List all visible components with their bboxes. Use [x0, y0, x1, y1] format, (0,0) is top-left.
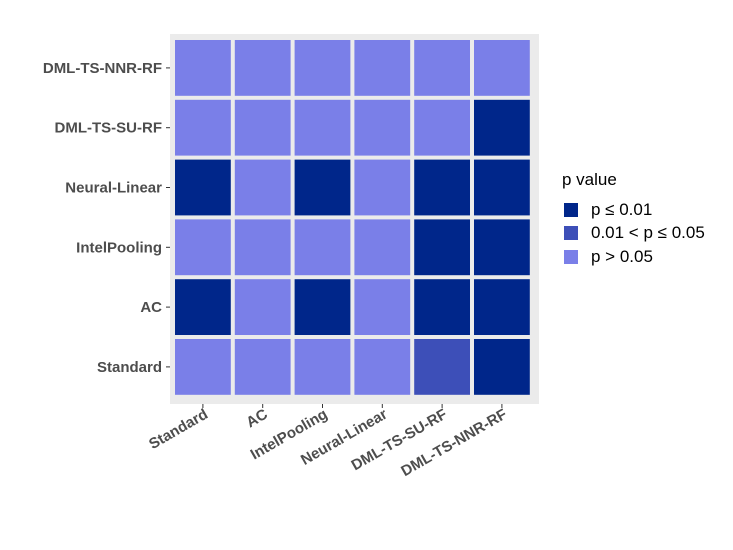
y-axis: DML-TS-NNR-RF DML-TS-SU-RF Neural-Linear In… [43, 60, 170, 376]
heatmap-cell-neural-linear-vs-dml-ts-nnr-rf [474, 159, 530, 216]
legend-key-p-le-001 [564, 202, 578, 217]
heatmap-cell-dml-ts-su-rf-vs-ac [234, 99, 291, 156]
heatmap-cell-dml-ts-nnr-rf-vs-neural-linear [354, 40, 411, 96]
heatmap-cell-ac-vs-standard [175, 279, 231, 335]
heatmap-cell-ac-vs-ac [234, 279, 291, 335]
legend-label: 0.01 < p ≤ 0.05 [591, 223, 705, 243]
heatmap-cell-intelpooling-vs-dml-ts-nnr-rf [474, 219, 530, 276]
y-tick-label-standard: Standard [97, 359, 162, 376]
heatmap-cell-ac-vs-dml-ts-su-rf [414, 279, 470, 335]
legend-label: p ≤ 0.01 [591, 199, 653, 219]
heatmap-cell-intelpooling-vs-dml-ts-su-rf [414, 219, 470, 276]
heatmap-cell-dml-ts-su-rf-vs-standard [175, 99, 231, 156]
heatmap-cell-standard-vs-ac [234, 339, 291, 395]
y-tick-label-ac: AC [140, 299, 162, 316]
heatmap-cells [175, 40, 530, 395]
heatmap-cell-dml-ts-su-rf-vs-dml-ts-su-rf [414, 99, 470, 156]
heatmap-cell-standard-vs-intelpooling [294, 339, 351, 395]
x-axis: Standard ACIntelPoolingNeural-LinearDML-T… [146, 404, 510, 480]
heatmap-cell-neural-linear-vs-neural-linear [354, 159, 411, 216]
y-tick-label-neural-linear: Neural-Linear [65, 180, 162, 197]
x-tick-label-dml-ts-nnr-rf: DML-TS-NNR-RF [398, 406, 510, 480]
x-tick-label-ac: AC [243, 406, 270, 432]
heatmap-cell-intelpooling-vs-neural-linear [354, 219, 411, 276]
heatmap-cell-dml-ts-nnr-rf-vs-ac [234, 40, 291, 96]
heatmap-cell-ac-vs-neural-linear [354, 279, 411, 335]
heatmap-cell-standard-vs-standard [175, 339, 231, 395]
legend-label: p > 0.05 [591, 246, 653, 266]
heatmap-cell-dml-ts-nnr-rf-vs-dml-ts-nnr-rf [474, 40, 530, 96]
heatmap-cell-intelpooling-vs-ac [234, 219, 291, 276]
heatmap-cell-dml-ts-su-rf-vs-dml-ts-nnr-rf [474, 99, 530, 156]
heatmap-cell-dml-ts-nnr-rf-vs-standard [175, 40, 231, 96]
heatmap-cell-standard-vs-neural-linear [354, 339, 411, 395]
heatmap-cell-dml-ts-nnr-rf-vs-dml-ts-su-rf [414, 40, 470, 96]
heatmap-cell-dml-ts-nnr-rf-vs-intelpooling [294, 40, 351, 96]
heatmap-cell-standard-vs-dml-ts-nnr-rf [474, 339, 530, 395]
heatmap-cell-neural-linear-vs-dml-ts-su-rf [414, 159, 470, 216]
legend-key-p-gt-005 [564, 249, 578, 264]
heatmap-cell-intelpooling-vs-standard [175, 219, 231, 276]
legend-title: p value [562, 170, 617, 189]
heatmap-cell-neural-linear-vs-intelpooling [294, 159, 351, 216]
legend-item-p-le-001: p ≤ 0.01 [562, 198, 705, 222]
y-tick-label-dml-ts-nnr-rf: DML-TS-NNR-RF [43, 60, 162, 77]
heatmap-cell-standard-vs-dml-ts-su-rf [414, 339, 470, 395]
legend-item-p-gt-005: p > 0.05 [562, 245, 705, 269]
heatmap-cell-intelpooling-vs-intelpooling [294, 219, 351, 276]
y-tick-label-intelpooling: IntelPooling [76, 239, 162, 256]
heatmap-cell-neural-linear-vs-standard [175, 159, 231, 216]
legend-item-p-between: 0.01 < p ≤ 0.05 [562, 222, 705, 246]
x-tick-label-standard: Standard [146, 406, 211, 453]
legend: p value p ≤ 0.01 0.01 < p ≤ 0.05 p > 0.0… [562, 170, 705, 269]
heatmap-cell-dml-ts-su-rf-vs-neural-linear [354, 99, 411, 156]
heatmap-cell-neural-linear-vs-ac [234, 159, 291, 216]
heatmap-cell-ac-vs-dml-ts-nnr-rf [474, 279, 530, 335]
heatmap-cell-dml-ts-su-rf-vs-intelpooling [294, 99, 351, 156]
legend-key-p-between [564, 226, 578, 241]
y-tick-label-dml-ts-su-rf: DML-TS-SU-RF [55, 120, 162, 137]
heatmap-cell-ac-vs-intelpooling [294, 279, 351, 335]
